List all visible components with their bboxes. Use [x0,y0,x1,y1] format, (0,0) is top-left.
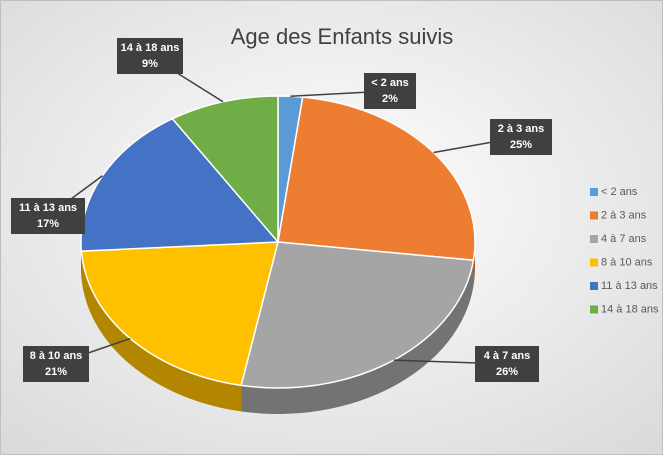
chart-title: Age des Enfants suivis [231,24,454,49]
legend-swatch [590,258,598,267]
pie-slice [80,241,279,387]
data-label-category: 11 à 13 ans [19,202,77,214]
legend-swatch [590,211,598,220]
data-label-category: < 2 ans [371,77,409,89]
legend-label: 2 à 3 ans [601,209,647,221]
data-label-box [23,346,89,382]
pie-slice [80,117,280,252]
pie-slice [277,96,476,262]
data-label-value: 9% [142,58,158,70]
data-label-value: 26% [496,366,518,378]
data-label-category: 14 à 18 ans [121,42,180,54]
legend-swatch [590,188,598,196]
data-label-category: 2 à 3 ans [498,123,544,135]
legend-swatch [590,235,598,243]
legend-swatch [590,305,598,314]
legend-label: 14 à 18 ans [601,303,659,315]
data-label-box [475,346,539,382]
data-label-box [364,73,416,109]
legend-label: 8 à 10 ans [601,256,653,268]
data-label-category: 8 à 10 ans [30,350,83,362]
data-label-box [490,119,552,155]
legend-label: 11 à 13 ans [601,280,658,292]
pie-slice-side [81,251,242,412]
data-label-category: 4 à 7 ans [484,350,530,362]
data-label-value: 17% [37,218,59,230]
pie-slice-side [241,260,474,414]
data-label-box [11,198,85,234]
data-label-value: 2% [382,93,398,105]
data-label-value: 25% [510,139,532,151]
legend-label: < 2 ans [601,186,638,198]
legend-swatch [590,282,598,290]
data-label-value: 21% [45,366,67,378]
legend-label: 4 à 7 ans [601,233,647,245]
data-label-box [117,38,183,74]
